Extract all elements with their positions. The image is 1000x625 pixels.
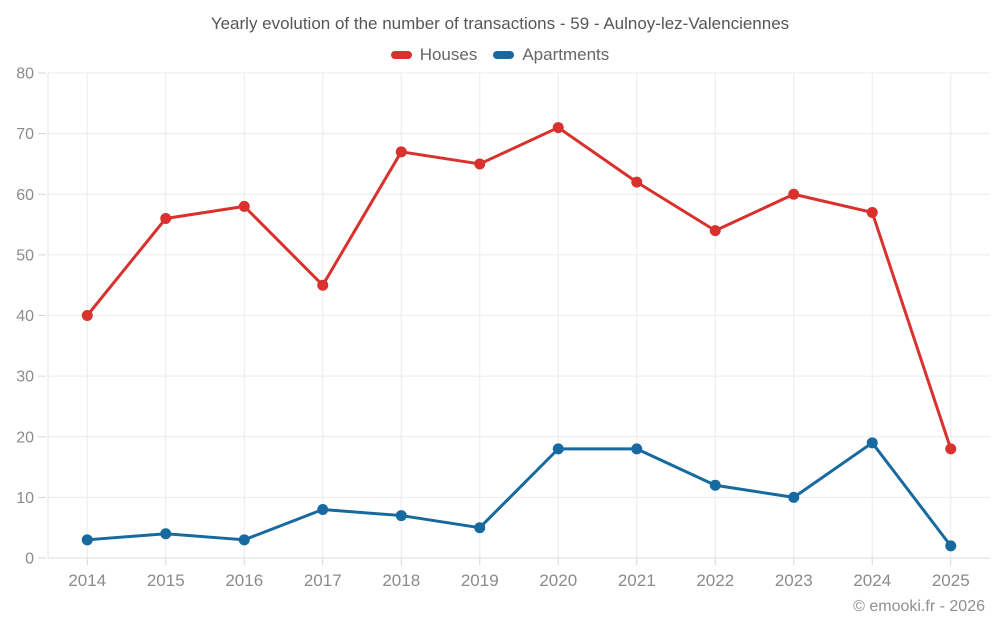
x-axis-label: 2022 — [696, 571, 734, 590]
apartments-line — [85, 441, 953, 548]
houses-line — [85, 126, 953, 451]
y-axis-label: 50 — [16, 247, 34, 264]
x-axis-label: 2021 — [618, 571, 656, 590]
y-axis-label: 10 — [16, 490, 34, 507]
apartments-data-point — [709, 479, 721, 491]
apartments-data-point — [945, 540, 957, 552]
legend-label-houses: Houses — [419, 45, 478, 64]
houses-data-point — [474, 158, 486, 170]
houses-data-point — [238, 200, 250, 212]
y-axis-label: 0 — [25, 551, 34, 568]
legend-item-apartments[interactable]: Apartments — [493, 45, 609, 65]
houses-data-point — [160, 213, 172, 224]
x-axis-label: 2025 — [932, 571, 970, 590]
houses-data-point — [631, 176, 643, 188]
apartments-data-point — [81, 534, 93, 546]
x-axis-label: 2014 — [68, 571, 106, 590]
legend-swatch-houses-icon — [390, 51, 412, 59]
legend-label-apartments: Apartments — [522, 45, 610, 64]
x-axis-label: 2018 — [382, 571, 420, 590]
x-axis-label: 2015 — [147, 571, 185, 590]
legend-item-houses[interactable]: Houses — [390, 45, 478, 65]
apartments-data-point — [866, 437, 878, 449]
houses-data-point — [788, 188, 800, 200]
x-axis-label: 2023 — [775, 571, 813, 590]
apartments-data-point — [160, 528, 172, 540]
x-axis-label: 2024 — [853, 571, 891, 590]
apartments-data-point — [552, 443, 564, 455]
y-axis-label: 60 — [16, 187, 34, 204]
y-axis-label: 40 — [16, 308, 34, 325]
apartments-data-point — [317, 504, 329, 515]
chart-title: Yearly evolution of the number of transa… — [210, 14, 790, 33]
x-axis-label: 2017 — [304, 571, 342, 590]
houses-data-point — [709, 225, 721, 237]
copyright-text: © emooki.fr - 2026 — [853, 598, 985, 615]
apartments-data-point — [474, 522, 486, 534]
legend-swatch-apartments-icon — [493, 51, 515, 59]
y-axis-label: 80 — [16, 66, 34, 83]
apartments-data-point — [631, 443, 643, 455]
x-axis-label: 2016 — [225, 571, 263, 590]
x-axis-label: 2019 — [461, 571, 499, 590]
apartments-data-point — [788, 491, 800, 503]
houses-data-point — [395, 146, 407, 158]
chart-legend: Houses Apartments — [0, 45, 1000, 65]
apartments-data-point — [238, 534, 250, 546]
houses-data-point — [552, 122, 564, 134]
y-axis-label: 30 — [16, 369, 34, 386]
houses-data-point — [81, 310, 93, 321]
houses-data-point — [945, 443, 957, 455]
y-axis-label: 20 — [16, 429, 34, 446]
houses-data-point — [866, 206, 878, 218]
x-axis-label: 2020 — [539, 571, 577, 590]
houses-data-point — [317, 279, 329, 291]
apartments-data-point — [395, 510, 407, 522]
y-axis-label: 70 — [16, 126, 34, 143]
